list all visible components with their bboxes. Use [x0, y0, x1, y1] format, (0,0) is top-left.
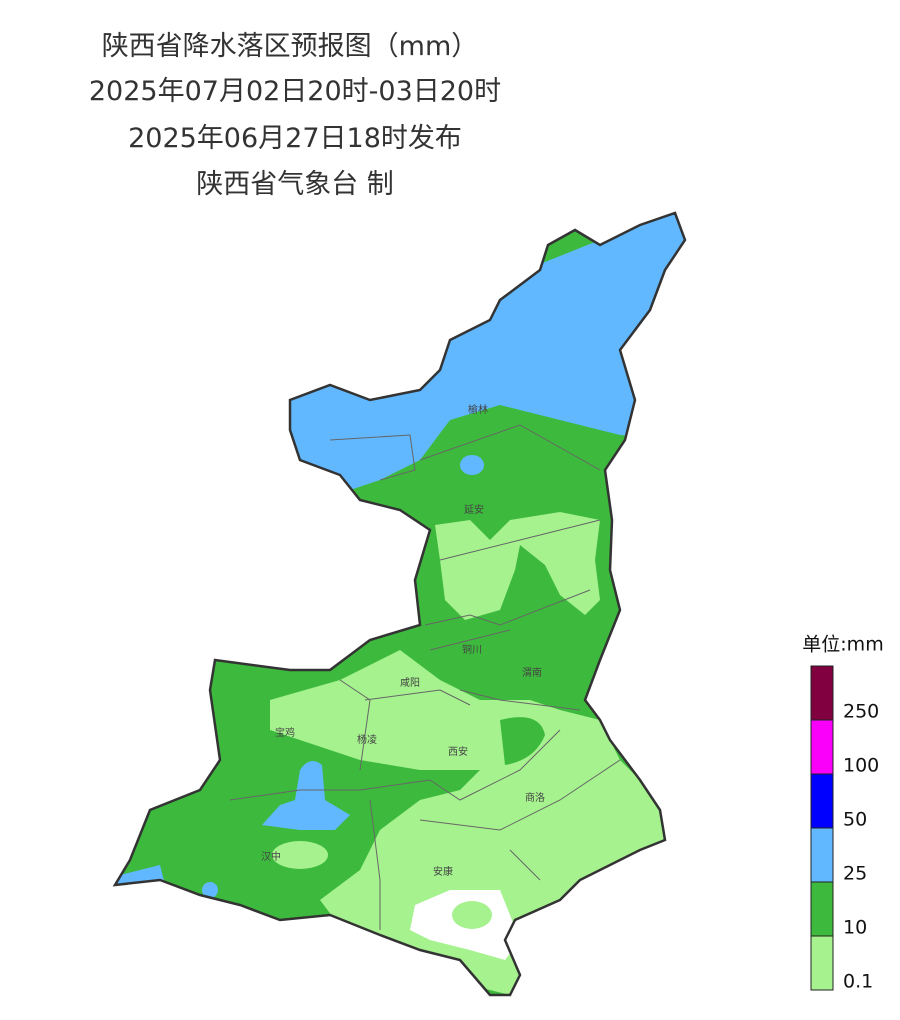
city-label: 榆林 [468, 403, 488, 416]
city-label: 宝鸡 [275, 726, 295, 739]
city-labels: 榆林 延安 铜川 咸阳 渭南 宝鸡 杨凌 西安 商洛 汉中 安康 [261, 403, 545, 878]
zone-10-25 [440, 620, 580, 700]
zone-0-10 [272, 841, 328, 869]
legend-swatch [810, 719, 834, 775]
legend-label: 25 [843, 863, 867, 885]
legend-label: 50 [843, 809, 867, 831]
city-borders [229, 424, 621, 930]
city-label: 西安 [448, 745, 468, 758]
city-label: 汉中 [261, 850, 281, 863]
issuer: 陕西省气象台 制 [196, 169, 394, 200]
legend-label: 0.1 [843, 971, 873, 993]
city-label: 安康 [433, 865, 453, 878]
zone-25-50 [460, 455, 484, 475]
zone-25-50 [262, 761, 350, 830]
legend-label: 100 [843, 755, 879, 777]
city-label: 商洛 [525, 791, 545, 804]
legend-swatch [810, 935, 834, 991]
city-label: 杨凌 [357, 733, 377, 746]
legend-swatch [810, 881, 834, 937]
zone-0-10 [452, 901, 492, 929]
legend-swatch [810, 827, 834, 883]
city-label: 铜川 [462, 644, 482, 656]
city-label: 渭南 [522, 666, 542, 679]
rain-map [115, 213, 685, 995]
zone-25-50 [250, 213, 685, 490]
legend-label: 10 [843, 917, 867, 939]
city-label: 咸阳 [400, 677, 420, 689]
zone-25-50 [202, 882, 218, 898]
zone-0-10 [435, 512, 600, 620]
city-label: 延安 [464, 503, 484, 516]
period: 2025年07月02日20时-03日20时 [89, 76, 501, 107]
legend-unit: 单位:mm [802, 634, 883, 656]
legend-swatch [810, 665, 834, 721]
legend-swatch [810, 773, 834, 829]
legend-label: 250 [843, 701, 879, 723]
legend: 单位:mm 0.1 10 25 50 100 250 [802, 634, 883, 993]
title: 陕西省降水落区预报图（mm） [102, 31, 479, 62]
zone-10-25 [500, 717, 545, 765]
issued: 2025年06月27日18时发布 [128, 123, 462, 154]
